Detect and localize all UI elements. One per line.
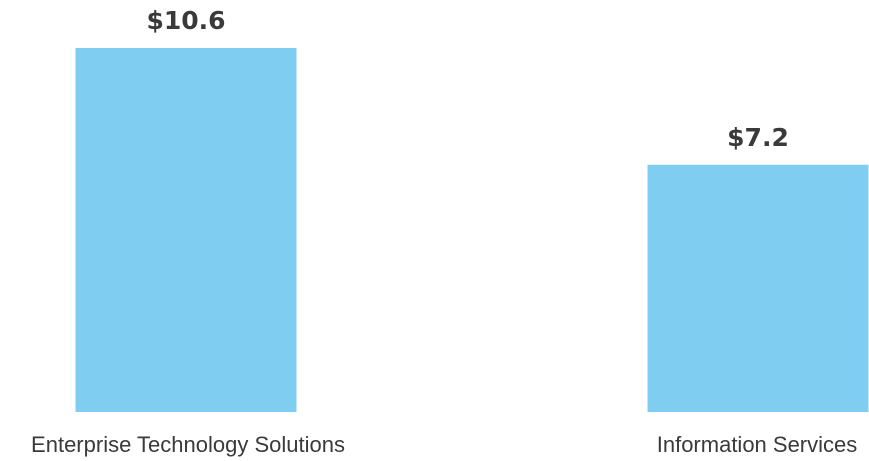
category-label-1: Enterprise Technology Solutions (31, 432, 345, 457)
category-label-2: Information Services (657, 432, 858, 457)
bar-2 (647, 164, 869, 412)
bar-1 (75, 48, 297, 412)
data-label-1: $10.6 (146, 6, 225, 35)
data-label-2: $7.2 (727, 123, 789, 152)
